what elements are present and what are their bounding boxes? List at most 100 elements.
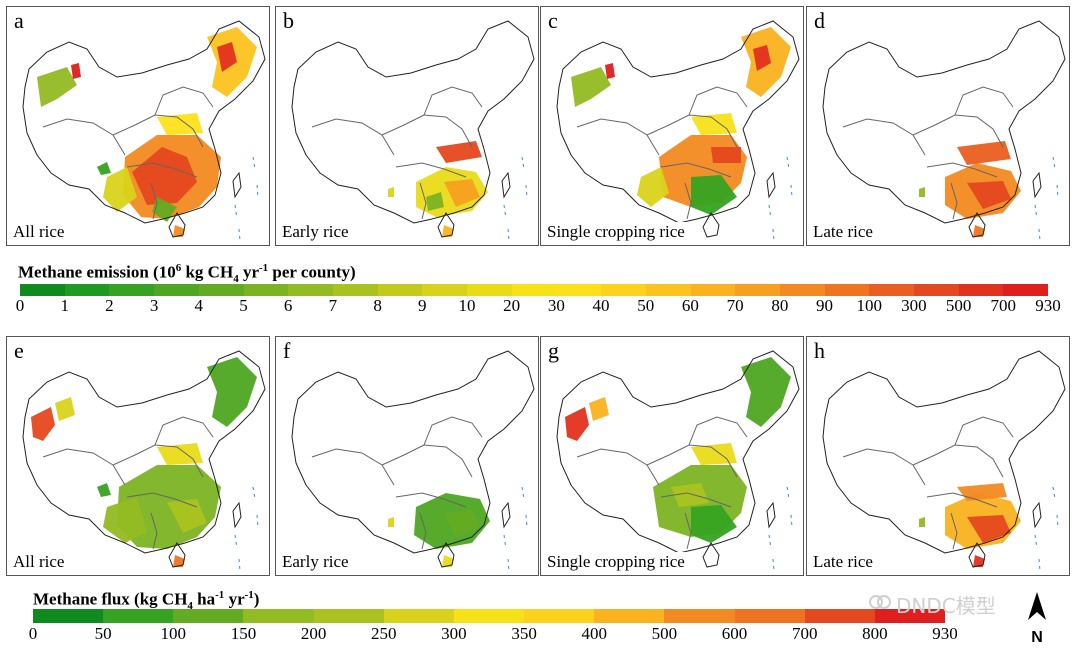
panel-caption: Single cropping rice [545,552,687,571]
colorbar-segment [824,284,870,296]
emission-colorbar [20,284,1049,296]
colorbar-tick-label: 60 [681,296,699,315]
colorbar-segment [645,284,691,296]
colorbar-segment [779,284,825,296]
colorbar-segment [198,284,244,296]
emission-colorbar-ticks: 0 1 2 3 4 5 6 7 8 9 10 20 30 40 50 60 70 80 90 100 300 500 700… [16,296,1061,316]
flux-fill-all [31,357,257,567]
colorbar-tick-label: 2 [105,296,114,315]
panel-letter: h [814,338,825,363]
colorbar-tick-label: 200 [300,624,327,643]
panel-letter: d [814,8,825,33]
rice-flux-map [291,350,535,572]
emission-fill-early [388,141,488,237]
colorbar-segment [958,284,1004,296]
emission-legend-title: Methane emission (106 kg CH4 yr-1 per co… [18,262,356,286]
rice-flux-map [822,350,1066,572]
colorbar-tick-label: 930 [932,624,958,643]
rice-emission-map [22,20,266,242]
colorbar-segment [735,284,780,296]
colorbar-tick-label: 300 [441,624,467,643]
flux-fill-early [388,493,490,567]
colorbar-tick-label: 250 [371,624,397,643]
flux-colorbar-ticks: 0 50 100 150 200 250 300 350 400 500 600 700 800 930 [29,624,958,644]
colorbar-tick-label: 700 [990,296,1017,315]
colorbar-segment [734,609,805,623]
flux-legend-title: Methane flux (kg CH4 ha-1 yr-1) [33,589,260,613]
panel-caption: All rice [11,222,67,241]
panel-caption: All rice [11,552,67,571]
colorbar-tick-label: 0 [15,296,25,315]
map-panel-e: e All rice [6,336,270,576]
panel-letter: e [14,338,24,363]
colorbar-tick-label: 70 [726,296,744,315]
watermark-text: DNDC模型 [896,594,996,618]
colorbar-tick-label: 500 [945,296,972,315]
emission-fill-all [37,27,257,237]
colorbar-tick-label: 50 [637,296,655,315]
colorbar-segment [332,284,378,296]
colorbar-tick-label: 300 [901,296,927,315]
colorbar-segment [422,284,468,296]
colorbar-tick-label: 150 [230,624,257,643]
colorbar-tick-label: 8 [373,296,382,315]
colorbar-segment [313,609,384,623]
colorbar-tick-label: 700 [791,624,818,643]
flux-fill-late [919,483,1021,567]
colorbar-tick-label: 600 [721,624,748,643]
colorbar-tick-label: 90 [816,296,834,315]
colorbar-segment [556,284,602,296]
colorbar-segment [243,609,314,623]
emission-fill-single [571,27,791,215]
map-panel-a: a All rice [6,6,270,246]
rice-emission-map [556,20,800,242]
colorbar-segment [103,609,174,623]
map-panel-b: b Early rice [275,6,539,246]
colorbar-segment [173,609,244,623]
colorbar-tick-label: 350 [511,624,537,643]
colorbar-segment [511,284,557,296]
rice-emission-map [822,20,1066,242]
rice-flux-map [22,350,266,572]
colorbar-segment [383,609,454,623]
colorbar-tick-label: 4 [194,296,204,315]
panel-letter: f [283,338,291,363]
map-panel-h: h Late rice [806,336,1070,576]
colorbar-tick-label: 10 [458,296,476,315]
rice-emission-map [291,20,535,242]
colorbar-tick-label: 3 [149,296,159,315]
colorbar-tick-label: 50 [94,624,112,643]
panel-letter: g [548,338,559,363]
colorbar-segment [664,609,735,623]
colorbar-tick-label: 400 [581,624,607,643]
emission-fill-late [919,141,1021,237]
rice-flux-map [556,350,800,572]
colorbar-tick-label: 1 [60,296,69,315]
north-arrow: N [1022,590,1052,651]
colorbar-segment [109,284,155,296]
colorbar-tick-label: 0 [28,624,38,643]
map-panel-c: c Single cropping rice [540,6,804,246]
colorbar-tick-label: 20 [503,296,521,315]
colorbar-segment [874,609,946,623]
colorbar-segment [20,284,65,296]
colorbar-segment [377,284,423,296]
colorbar-tick-label: 9 [418,296,427,315]
panel-caption: Late rice [811,222,875,241]
colorbar-segment [288,284,333,296]
colorbar-segment [467,284,512,296]
north-arrow-icon: N [1028,592,1046,646]
panel-caption: Early rice [280,222,351,241]
colorbar-tick-label: 800 [862,624,888,643]
colorbar-tick-label: 30 [547,296,565,315]
flux-fill-single [565,357,791,543]
colorbar-segment [453,609,525,623]
colorbar-segment [601,284,646,296]
colorbar-tick-label: 930 [1035,296,1061,315]
colorbar-segment [869,284,915,296]
panel-caption: Single cropping rice [545,222,687,241]
colorbar-tick-label: 7 [328,296,338,315]
colorbar-segment [243,284,289,296]
panel-caption: Late rice [811,552,875,571]
colorbar-tick-label: 5 [239,296,248,315]
